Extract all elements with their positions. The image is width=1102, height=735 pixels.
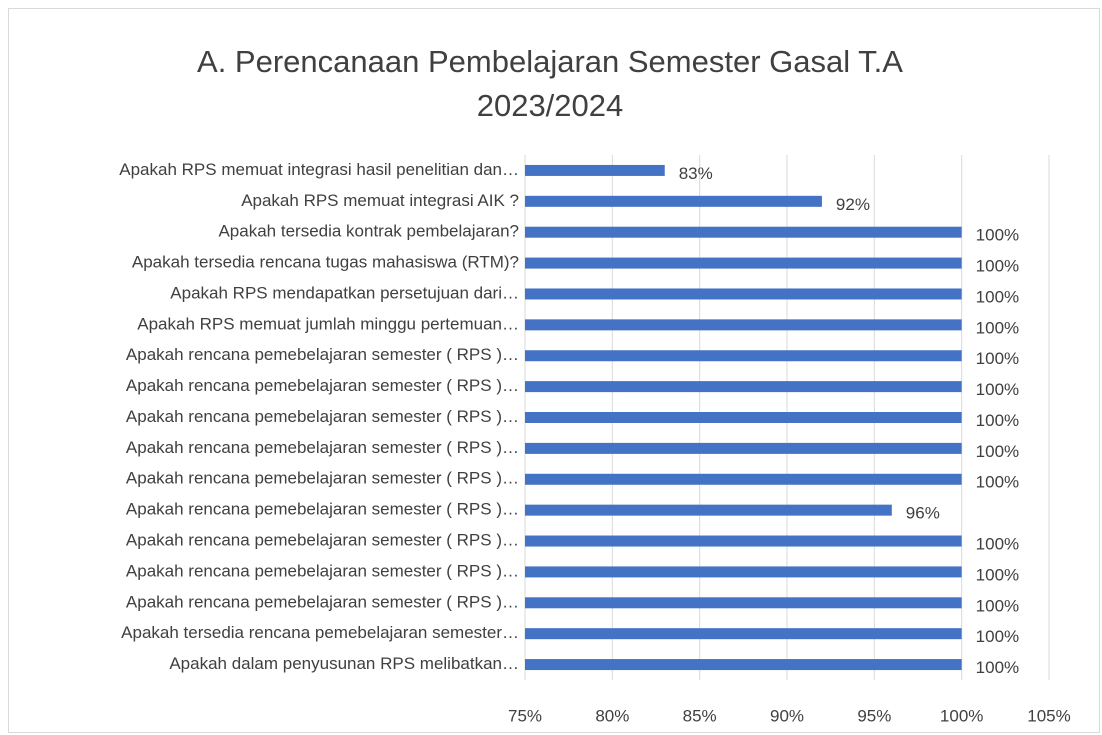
data-label: 100% — [976, 380, 1019, 399]
y-tick-label: Apakah rencana pemebelajaran semester ( … — [126, 592, 519, 611]
y-tick-label: Apakah tersedia kontrak pembelajaran? — [218, 222, 519, 241]
data-label: 100% — [976, 349, 1019, 368]
chart-title: A. Perencanaan Pembelajaran Semester Gas… — [197, 44, 903, 123]
y-tick-label: Apakah rencana pemebelajaran semester ( … — [126, 500, 519, 519]
data-label: 96% — [906, 504, 940, 523]
bar — [525, 381, 962, 393]
y-tick-label: Apakah rencana pemebelajaran semester ( … — [126, 345, 519, 364]
x-tick-label: 80% — [595, 706, 629, 725]
bar — [525, 226, 962, 238]
data-label: 100% — [976, 473, 1019, 492]
bar — [525, 535, 962, 547]
data-label: 100% — [976, 627, 1019, 646]
bar — [525, 164, 665, 176]
y-tick-label: Apakah rencana pemebelajaran semester ( … — [126, 407, 519, 426]
bar — [525, 257, 962, 269]
data-label: 83% — [679, 164, 713, 183]
x-tick-label: 95% — [857, 706, 891, 725]
y-tick-label: Apakah tersedia rencana tugas mahasiswa … — [132, 253, 519, 272]
x-tick-label: 90% — [770, 706, 804, 725]
x-tick-label: 75% — [508, 706, 542, 725]
y-tick-label: Apakah tersedia rencana pemebelajaran se… — [121, 623, 519, 642]
bar — [525, 319, 962, 331]
bar — [525, 288, 962, 300]
y-tick-label: Apakah dalam penyusunan RPS melibatkan… — [169, 654, 519, 673]
data-label: 100% — [976, 658, 1019, 677]
y-tick-label: Apakah rencana pemebelajaran semester ( … — [126, 469, 519, 488]
bar — [525, 659, 962, 671]
bar — [525, 597, 962, 609]
bar — [525, 350, 962, 362]
y-tick-label: Apakah rencana pemebelajaran semester ( … — [126, 376, 519, 395]
data-label: 100% — [976, 535, 1019, 554]
data-label: 100% — [976, 411, 1019, 430]
y-tick-label: Apakah rencana pemebelajaran semester ( … — [126, 531, 519, 550]
bar — [525, 442, 962, 454]
data-label: 100% — [976, 565, 1019, 584]
data-label: 100% — [976, 596, 1019, 615]
bar — [525, 473, 962, 485]
x-tick-label: 100% — [940, 706, 983, 725]
data-label: 100% — [976, 257, 1019, 276]
bar — [525, 195, 822, 207]
y-tick-label: Apakah RPS memuat integrasi AIK ? — [241, 191, 519, 210]
data-label: 100% — [976, 226, 1019, 245]
data-label: 100% — [976, 318, 1019, 337]
y-tick-label: Apakah rencana pemebelajaran semester ( … — [126, 561, 519, 580]
y-tick-label: Apakah RPS memuat integrasi hasil peneli… — [119, 160, 519, 179]
bar — [525, 504, 892, 516]
data-label: 100% — [976, 442, 1019, 461]
data-label: 92% — [836, 195, 870, 214]
x-tick-label: 105% — [1027, 706, 1070, 725]
y-tick-label: Apakah RPS mendapatkan persetujuan dari… — [170, 283, 519, 302]
data-label: 100% — [976, 287, 1019, 306]
chart-frame — [8, 8, 1100, 733]
x-tick-label: 85% — [683, 706, 717, 725]
y-tick-label: Apakah rencana pemebelajaran semester ( … — [126, 438, 519, 457]
y-tick-label: Apakah RPS memuat jumlah minggu pertemua… — [137, 314, 519, 333]
bar — [525, 628, 962, 640]
bar — [525, 412, 962, 423]
bar — [525, 566, 962, 578]
